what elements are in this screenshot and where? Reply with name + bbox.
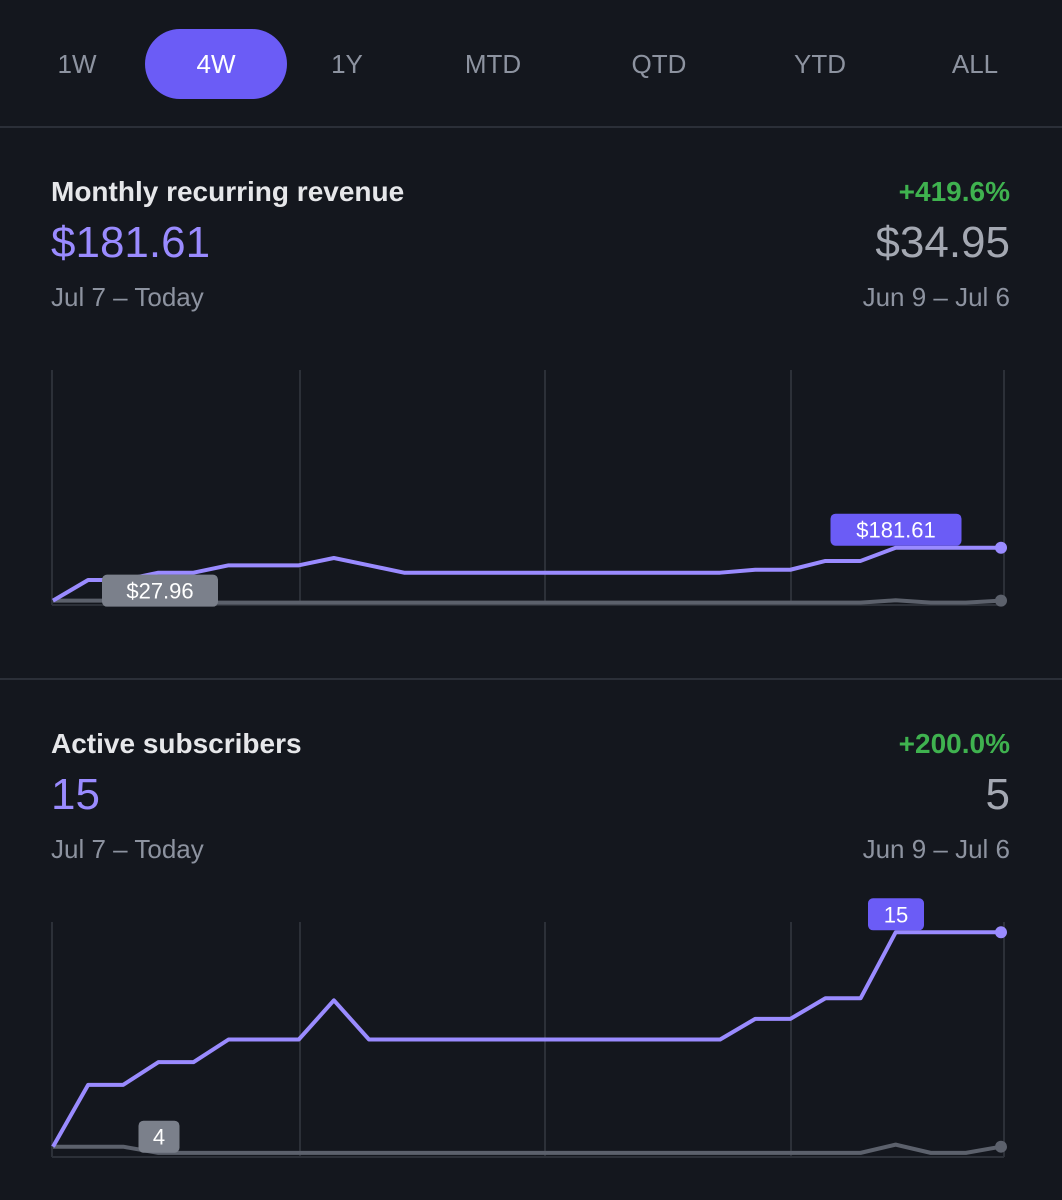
change-percent: +200.0% <box>898 728 1010 759</box>
mrr-chart[interactable]: $27.96 $181.61 <box>0 340 1062 620</box>
current-value: 15 <box>51 770 100 819</box>
current-range: Jul 7 – Today <box>51 834 204 864</box>
mrr-card[interactable]: Monthly recurring revenue +419.6% $181.6… <box>0 176 1062 616</box>
change-percent: +419.6% <box>898 176 1010 207</box>
tab-qtd[interactable]: QTD <box>631 48 687 79</box>
tabs-divider <box>0 126 1062 128</box>
tab-mtd[interactable]: MTD <box>464 48 522 79</box>
current-series-line <box>51 545 1001 603</box>
period-tabs: 1W 4W 1Y MTD QTD YTD ALL <box>0 0 1062 127</box>
previous-end-point <box>995 1140 1007 1153</box>
previous-range: Jun 9 – Jul 6 <box>862 282 1010 312</box>
tab-1w[interactable]: 1W <box>57 48 97 79</box>
current-end-point <box>995 926 1007 939</box>
current-range: Jul 7 – Today <box>51 282 204 312</box>
previous-value-tooltip-label: 4 <box>153 1125 165 1150</box>
tab-all[interactable]: ALL <box>951 48 999 79</box>
current-end-point <box>995 541 1007 554</box>
section-divider <box>0 678 1062 680</box>
previous-series-line <box>53 1142 1002 1155</box>
current-value-tooltip <box>868 898 924 931</box>
tab-ytd[interactable]: YTD <box>794 48 846 79</box>
card-title: Active subscribers <box>51 728 302 759</box>
previous-value-tooltip <box>138 1120 180 1153</box>
card-title: Monthly recurring revenue <box>51 176 405 207</box>
subscribers-card[interactable]: Active subscribers +200.0% 15 5 Jul 7 – … <box>0 728 1062 1168</box>
current-value: $181.61 <box>51 218 211 267</box>
previous-range: Jun 9 – Jul 6 <box>862 834 1010 864</box>
previous-value-tooltip <box>102 574 218 607</box>
current-value-tooltip-label: $181.61 <box>856 518 936 543</box>
tab-4w[interactable]: 4W <box>145 29 287 99</box>
previous-value-tooltip-label: $27.96 <box>126 579 193 604</box>
subscribers-chart[interactable]: 4 15 <box>0 892 1062 1172</box>
current-series-line <box>51 930 1001 1148</box>
previous-value: 5 <box>985 770 1010 819</box>
previous-end-point <box>995 594 1007 607</box>
current-value-tooltip-label: 15 <box>884 902 908 927</box>
tab-1y[interactable]: 1Y <box>331 48 363 79</box>
current-value-tooltip <box>830 513 962 546</box>
previous-value: $34.95 <box>875 218 1010 267</box>
